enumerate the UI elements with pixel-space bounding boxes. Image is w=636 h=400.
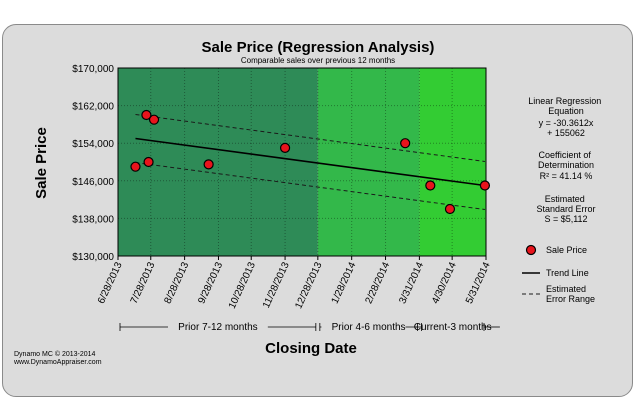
y-tick-label: $138,000 — [72, 214, 114, 225]
period-band-2 — [317, 68, 420, 256]
legend-label-line1: Estimated — [546, 284, 586, 294]
footer-website: www.DynamoAppraiser.com — [13, 359, 102, 366]
sale-point — [141, 109, 152, 121]
regression-equation-1: y = -30.3612x — [539, 118, 594, 128]
legend-label: Sale Price — [546, 245, 587, 255]
y-tick-label: $154,000 — [72, 139, 114, 150]
period-band-3 — [419, 68, 486, 256]
chart-title: Sale Price (Regression Analysis) — [202, 39, 435, 56]
x-tick-label: 1/28/2014 — [330, 260, 359, 305]
sale-point — [279, 142, 291, 153]
se-title: Estimated Standard Error — [536, 194, 595, 214]
se-title-line1: Estimated — [545, 194, 585, 204]
sale-point — [400, 138, 411, 149]
trend-line — [135, 137, 486, 187]
x-tick-label: 11/28/2013 — [261, 260, 292, 310]
regression-title-line1: Linear Regression — [528, 96, 601, 106]
se-title-line2: Standard Error — [536, 204, 595, 214]
x-tick-label: 12/28/2013 — [293, 260, 324, 310]
chart-subtitle: Comparable sales over previous 12 months — [241, 56, 395, 65]
y-tick-label: $146,000 — [72, 177, 114, 188]
legend-label-line2: Error Range — [546, 294, 595, 304]
cod-title-line1: Coefficient of — [539, 150, 592, 160]
x-tick-label: 3/31/2014 — [397, 260, 426, 305]
x-tick-label: 6/28/2013 — [96, 260, 125, 305]
error-range-upper — [135, 113, 485, 162]
x-tick-label: 5/31/2014 — [464, 260, 493, 305]
se-value: S = $5,112 — [544, 214, 587, 224]
sale-point — [203, 159, 214, 170]
y-axis-title: Sale Price — [33, 127, 50, 199]
period-label-3: Current-3 months — [414, 322, 492, 333]
cod-title: Coefficient of Determination — [538, 150, 594, 170]
x-tick-label: 9/28/2013 — [196, 260, 225, 305]
x-tick-label: 4/30/2014 — [430, 260, 459, 305]
sale-point — [425, 180, 436, 191]
sale-point — [444, 203, 456, 215]
x-axis-title: Closing Date — [265, 340, 357, 357]
stats-panel: Linear Regression Equation y = -30.3612x… — [528, 96, 604, 224]
period-label-2: Prior 4-6 months — [332, 322, 406, 333]
regression-title-line2: Equation — [548, 106, 584, 116]
sale-point — [130, 161, 141, 172]
legend-marker-sale-price — [525, 244, 537, 256]
x-tick-label: 10/28/2013 — [227, 260, 258, 310]
period-label-1: Prior 7-12 months — [178, 322, 257, 333]
regression-title: Linear Regression Equation — [528, 96, 604, 116]
plot-border — [117, 67, 487, 257]
plot-area: $130,000 $138,000 $146,000 $154,000 $162,000… — [72, 64, 500, 333]
y-tick-label: $130,000 — [72, 252, 114, 263]
y-tick-label: $162,000 — [72, 102, 114, 113]
x-tick-label: 2/28/2014 — [363, 260, 392, 305]
legend-label: Estimated Error Range — [546, 284, 595, 304]
x-tick-label: 7/28/2013 — [129, 260, 158, 305]
legend: Sale Price Trend Line Estimated Error Range — [522, 244, 595, 304]
footer-copyright: Dynamo MC © 2013-2014 — [14, 350, 96, 358]
y-tick-label: $170,000 — [72, 64, 114, 75]
sale-point — [148, 114, 160, 125]
cod-title-line2: Determination — [538, 160, 594, 170]
sale-point — [143, 156, 154, 168]
regression-equation-2: + 155062 — [547, 128, 585, 138]
sale-point — [479, 180, 491, 191]
x-tick-label: 8/28/2013 — [163, 260, 192, 305]
cod-value: R² = 41.14 % — [540, 171, 593, 181]
legend-label: Trend Line — [546, 268, 589, 278]
error-range-lower — [135, 162, 485, 211]
